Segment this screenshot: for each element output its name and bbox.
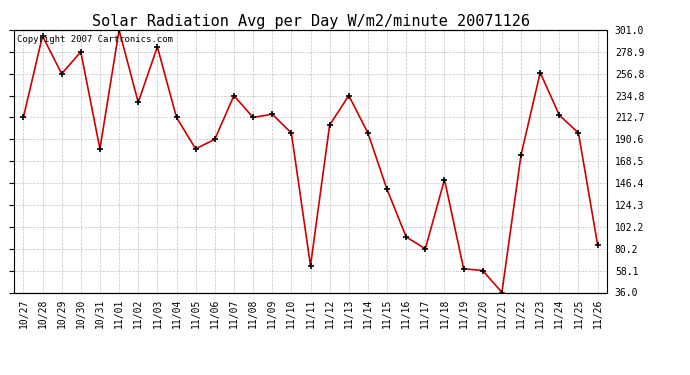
Title: Solar Radiation Avg per Day W/m2/minute 20071126: Solar Radiation Avg per Day W/m2/minute …	[92, 14, 529, 29]
Text: Copyright 2007 Cartronics.com: Copyright 2007 Cartronics.com	[17, 35, 172, 44]
